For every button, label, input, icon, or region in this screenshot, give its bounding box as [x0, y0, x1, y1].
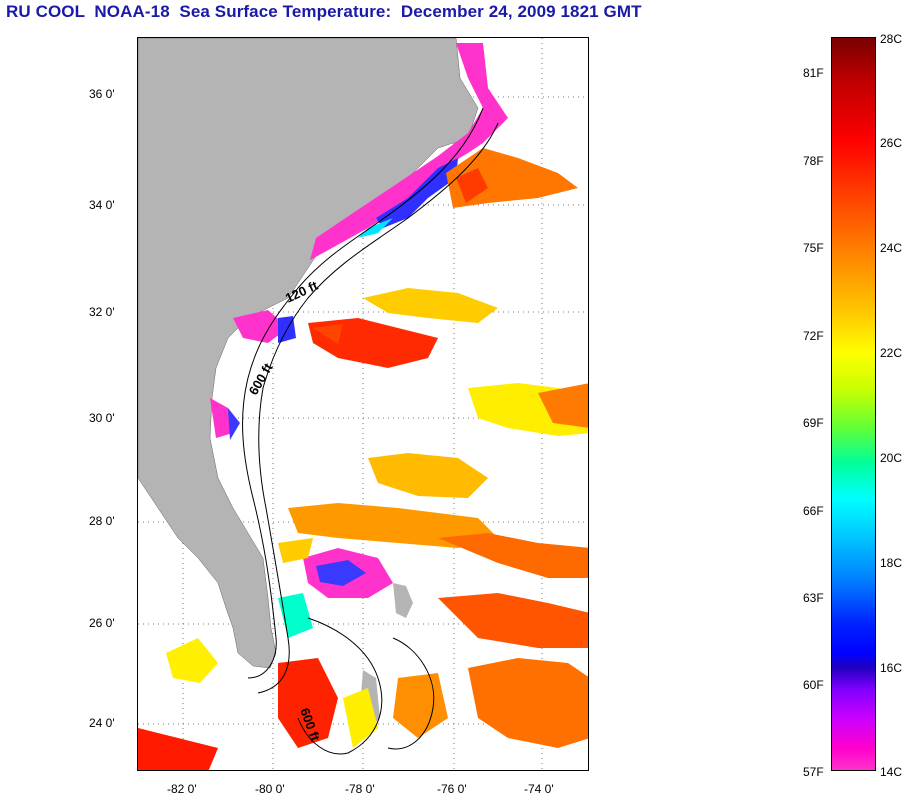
colorbar-f-label: 60F — [803, 678, 824, 692]
colorbar-c-label: 14C — [880, 765, 903, 779]
lat-tick-label: 36 0' — [89, 87, 115, 101]
colorbar-f-label: 66F — [803, 504, 824, 518]
lon-tick-label: -80 0' — [255, 782, 285, 796]
colorbar-f-label: 75F — [803, 241, 824, 255]
colorbar-f-label: 78F — [803, 154, 824, 168]
isobath-contours — [242, 107, 499, 755]
sst-map-svg: 120 ft 600 ft 600 ft — [138, 38, 588, 770]
colorbar-c-label: 28C — [880, 32, 903, 46]
land-us-coast — [138, 38, 479, 669]
colorbar-c-label: 20C — [880, 451, 903, 465]
colorbar-f-label: 63F — [803, 591, 824, 605]
lon-tick-label: -74 0' — [524, 782, 554, 796]
warm-gulf-stream — [138, 148, 588, 770]
lon-tick-label: -76 0' — [437, 782, 467, 796]
lat-tick-label: 24 0' — [89, 716, 115, 730]
temperature-colorbar — [831, 37, 876, 771]
lat-tick-label: 28 0' — [89, 514, 115, 528]
colorbar-f-label: 81F — [803, 66, 824, 80]
colorbar-c-label: 18C — [880, 556, 903, 570]
land-bahamas — [360, 583, 413, 728]
lat-tick-label: 32 0' — [89, 305, 115, 319]
lon-tick-label: -78 0' — [345, 782, 375, 796]
lat-tick-label: 34 0' — [89, 198, 115, 212]
bahamas-shelf — [278, 538, 393, 638]
colorbar-c-label: 22C — [880, 346, 903, 360]
page-title: RU COOL NOAA-18 Sea Surface Temperature:… — [6, 2, 642, 21]
colorbar-f-label: 69F — [803, 416, 824, 430]
colorbar-f-label: 57F — [803, 765, 824, 779]
lat-tick-label: 26 0' — [89, 616, 115, 630]
lat-tick-label: 30 0' — [89, 411, 115, 425]
colorbar-f-label: 72F — [803, 329, 824, 343]
sst-map: 120 ft 600 ft 600 ft — [137, 37, 589, 771]
colorbar-c-label: 26C — [880, 136, 903, 150]
lon-tick-label: -82 0' — [167, 782, 197, 796]
colorbar-c-label: 16C — [880, 661, 903, 675]
colorbar-c-label: 24C — [880, 241, 903, 255]
contour-label: 600 ft — [246, 360, 276, 397]
